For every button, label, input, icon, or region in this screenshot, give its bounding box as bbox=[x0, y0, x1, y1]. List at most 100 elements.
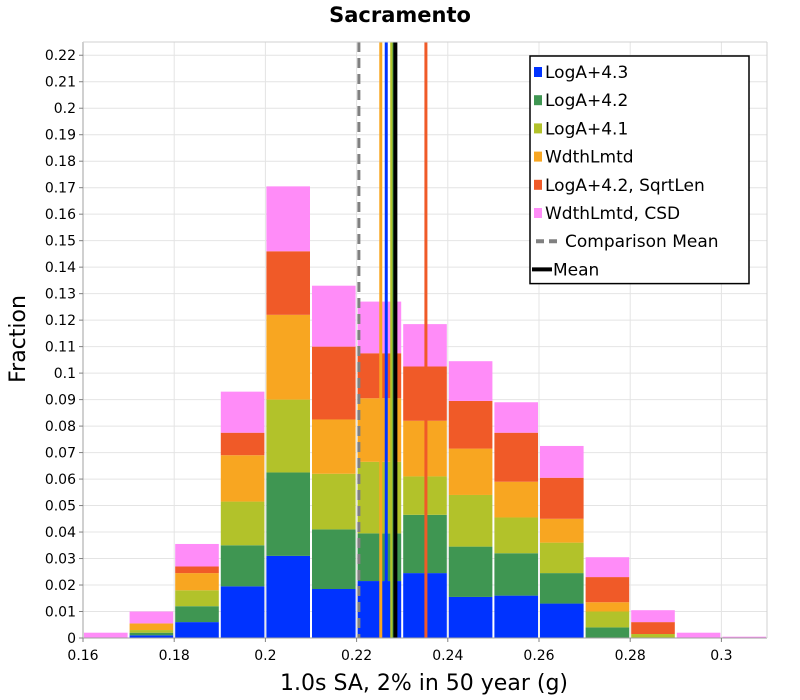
y-tick-label: 0.11 bbox=[45, 340, 76, 356]
x-tick-label: 0.18 bbox=[159, 648, 190, 664]
bar-segment-series-5-bin-12 bbox=[631, 610, 675, 623]
y-tick-label: 0.21 bbox=[45, 75, 76, 91]
y-tick-label: 0.16 bbox=[45, 207, 76, 223]
bar-segment-series-5-bin-3 bbox=[220, 391, 265, 433]
x-tick-label: 0.3 bbox=[710, 648, 732, 664]
bar-segment-series-5-bin-2 bbox=[175, 543, 219, 567]
y-tick-label: 0.07 bbox=[45, 446, 76, 462]
bar-segment-series-3-bin-4 bbox=[266, 314, 310, 400]
bar-segment-series-5-bin-11 bbox=[585, 557, 630, 578]
legend-label-3: WdthLmtd bbox=[545, 148, 634, 168]
y-tick-label: 0.05 bbox=[45, 499, 76, 515]
bar-segment-series-3-bin-5 bbox=[312, 419, 356, 474]
x-tick-label: 0.24 bbox=[432, 648, 463, 664]
bar-segment-series-4-bin-9 bbox=[494, 432, 538, 482]
bar-segment-series-2-bin-12 bbox=[631, 634, 675, 638]
y-tick-label: 0.08 bbox=[45, 419, 76, 435]
x-tick-label: 0.16 bbox=[67, 648, 98, 664]
y-tick-label: 0.15 bbox=[45, 234, 76, 250]
legend-label-5: WdthLmtd, CSD bbox=[545, 204, 680, 224]
bar-segment-series-1-bin-1 bbox=[129, 632, 174, 636]
y-tick-label: 0.1 bbox=[54, 366, 76, 382]
bar-segment-series-5-bin-10 bbox=[540, 445, 584, 478]
legend-swatch-1 bbox=[534, 95, 542, 106]
bar-segment-series-3-bin-10 bbox=[540, 518, 584, 543]
bar-segment-series-0-bin-10 bbox=[540, 603, 584, 638]
y-tick-label: 0.19 bbox=[45, 128, 76, 144]
bar-segment-series-2-bin-3 bbox=[220, 501, 265, 546]
legend-swatch-5 bbox=[534, 208, 542, 218]
bar-segment-series-5-bin-13 bbox=[676, 632, 721, 638]
bar-segment-series-3-bin-9 bbox=[494, 481, 538, 518]
chart-title: Sacramento bbox=[329, 3, 471, 27]
bar-segment-series-2-bin-4 bbox=[266, 399, 310, 473]
y-tick-label: 0.14 bbox=[45, 260, 76, 276]
y-tick-label: 0.03 bbox=[45, 552, 76, 568]
y-tick-label: 0.09 bbox=[45, 393, 76, 409]
y-axis-title: Fraction bbox=[6, 295, 31, 383]
bar-segment-series-1-bin-3 bbox=[220, 545, 265, 587]
bar-segment-series-5-bin-0 bbox=[84, 632, 128, 638]
legend-label-6: Comparison Mean bbox=[565, 232, 719, 252]
bar-segment-series-0-bin-3 bbox=[220, 586, 265, 638]
bar-segment-series-2-bin-8 bbox=[448, 494, 493, 547]
bar-segment-series-4-bin-3 bbox=[220, 432, 265, 456]
bar-segment-series-2-bin-1 bbox=[129, 630, 174, 633]
bar-segment-series-5-bin-5 bbox=[312, 285, 356, 347]
x-tick-label: 0.26 bbox=[523, 648, 554, 664]
y-tick-label: 0.17 bbox=[45, 181, 76, 197]
bar-segment-series-1-bin-4 bbox=[266, 472, 310, 556]
bar-segment-series-1-bin-9 bbox=[494, 553, 538, 596]
bar-segment-series-4-bin-5 bbox=[312, 346, 356, 420]
bar-segment-series-5-bin-1 bbox=[129, 611, 174, 624]
bar-segment-series-3-bin-8 bbox=[448, 448, 493, 495]
x-tick-label: 0.22 bbox=[341, 648, 372, 664]
legend-label-1: LogA+4.2 bbox=[545, 91, 628, 111]
legend: LogA+4.3 LogA+4.2 LogA+4.1 WdthLmtd LogA+4.2… bbox=[529, 55, 750, 285]
bar-segment-series-5-bin-8 bbox=[448, 361, 493, 401]
bar-segment-series-2-bin-2 bbox=[175, 590, 219, 607]
bar-segment-series-2-bin-10 bbox=[540, 542, 584, 574]
bar-segment-series-5-bin-4 bbox=[266, 186, 310, 252]
legend-swatch-4 bbox=[534, 179, 542, 190]
y-tick-label: 0.02 bbox=[45, 578, 76, 594]
bar-segment-series-3-bin-1 bbox=[129, 623, 174, 631]
bar-segment-series-2-bin-11 bbox=[585, 611, 630, 628]
bar-segment-series-5-bin-14 bbox=[722, 636, 766, 638]
y-tick-label: 0.01 bbox=[45, 605, 76, 621]
y-tick-label: 0.04 bbox=[45, 525, 76, 541]
y-tick-label: 0.18 bbox=[45, 154, 76, 170]
bar-segment-series-1-bin-5 bbox=[312, 529, 356, 589]
bar-segment-series-1-bin-8 bbox=[448, 546, 493, 597]
bar-segment-series-3-bin-11 bbox=[585, 602, 630, 612]
legend-label-2: LogA+4.1 bbox=[545, 119, 628, 139]
bar-segment-series-0-bin-9 bbox=[494, 595, 538, 638]
bar-segment-series-2-bin-5 bbox=[312, 473, 356, 530]
x-axis-title: 1.0s SA, 2% in 50 year (g) bbox=[280, 671, 568, 696]
bar-segment-series-1-bin-10 bbox=[540, 573, 584, 604]
y-tick-label: 0.12 bbox=[45, 313, 76, 329]
bar-segment-series-0-bin-2 bbox=[175, 622, 219, 638]
bar-segment-series-1-bin-11 bbox=[585, 627, 630, 638]
legend-box bbox=[529, 55, 750, 285]
y-tick-label: 0.06 bbox=[45, 472, 76, 488]
x-tick-label: 0.28 bbox=[615, 648, 646, 664]
bar-segment-series-4-bin-11 bbox=[585, 577, 630, 603]
bar-segment-series-3-bin-2 bbox=[175, 573, 219, 591]
y-tick-label: 0 bbox=[67, 631, 76, 647]
bar-segment-series-4-bin-2 bbox=[175, 566, 219, 574]
bar-segment-series-4-bin-12 bbox=[631, 622, 675, 635]
bar-segment-series-0-bin-8 bbox=[448, 596, 493, 638]
bar-segment-series-5-bin-9 bbox=[494, 402, 538, 433]
x-tick-label: 0.2 bbox=[254, 648, 276, 664]
y-tick-label: 0.13 bbox=[45, 287, 76, 303]
y-tick-label: 0.22 bbox=[45, 48, 76, 64]
legend-label-7: Mean bbox=[553, 260, 599, 280]
legend-label-4: LogA+4.2, SqrtLen bbox=[545, 176, 705, 196]
bar-segment-series-4-bin-10 bbox=[540, 477, 584, 519]
bar-segment-series-3-bin-3 bbox=[220, 455, 265, 502]
mean-lines-group bbox=[357, 42, 428, 638]
y-tick-label: 0.2 bbox=[54, 101, 76, 117]
legend-swatch-0 bbox=[534, 67, 542, 77]
